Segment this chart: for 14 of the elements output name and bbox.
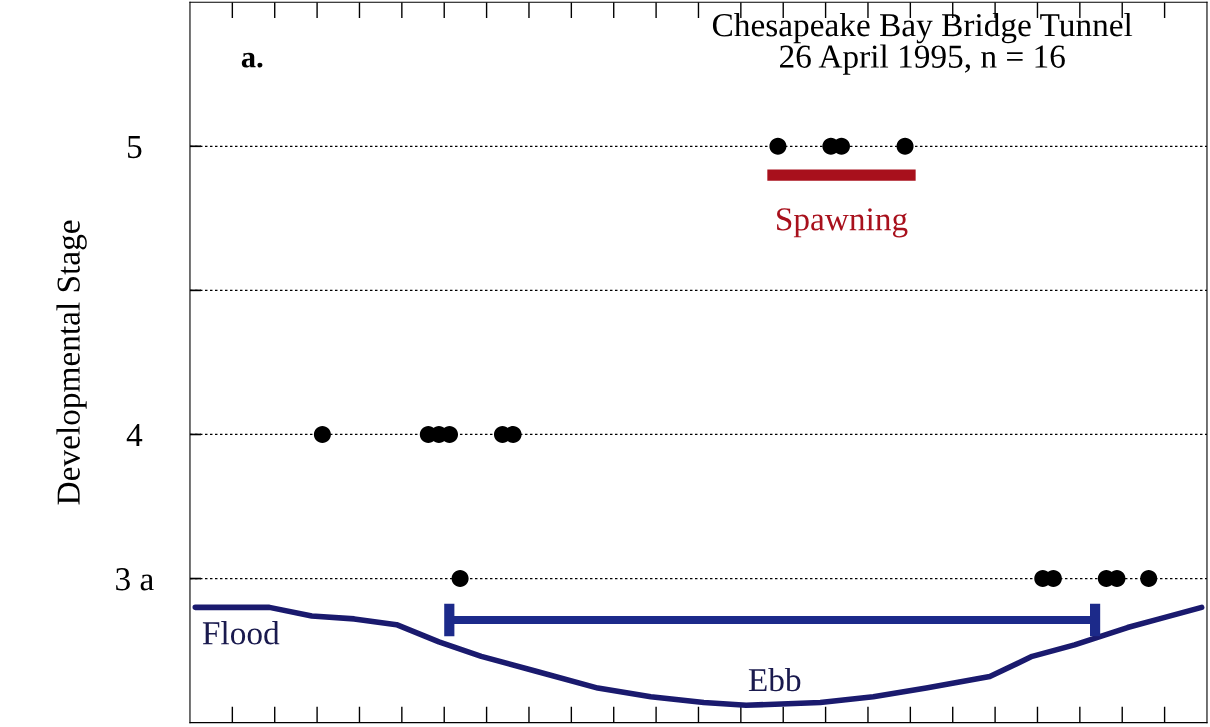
annotation: a. bbox=[241, 52, 263, 68]
y-tick-label: 3 a bbox=[116, 568, 154, 591]
annotation: Flood bbox=[202, 621, 280, 645]
point bbox=[1140, 570, 1158, 588]
annotation: Ebb bbox=[748, 667, 801, 692]
y-tick-label: 5 bbox=[128, 136, 142, 159]
series-label: Spawning bbox=[777, 208, 908, 238]
text: Chesapeake Bay Bridge Tunnel 26 April 1995, n = 16 bbox=[712, 12, 1133, 75]
point bbox=[769, 137, 787, 155]
point bbox=[896, 137, 914, 155]
point bbox=[313, 425, 331, 443]
point bbox=[451, 570, 469, 588]
y-tick-label: 4 bbox=[126, 424, 143, 447]
y-axis-title: Developmental Stage bbox=[56, 220, 87, 505]
